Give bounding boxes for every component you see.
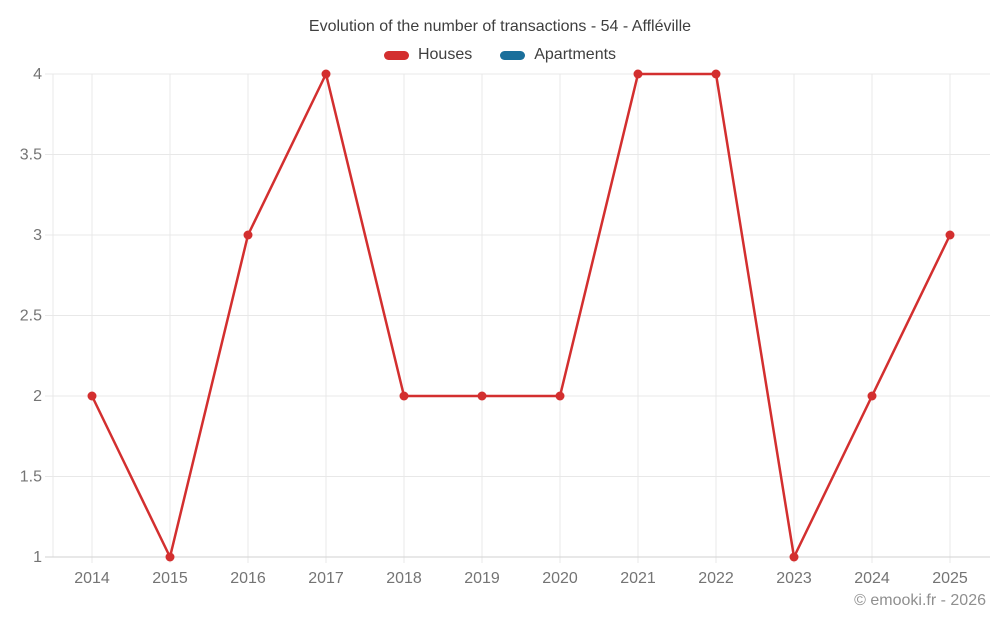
legend-label-houses: Houses: [417, 46, 473, 63]
houses-point-2024[interactable]: [867, 391, 877, 401]
x-tick-label: 2014: [74, 570, 110, 587]
houses-point-2021[interactable]: [633, 69, 643, 79]
y-tick-label: 3.5: [20, 147, 42, 164]
x-tick-label: 2021: [620, 570, 656, 587]
x-tick-label: 2024: [854, 570, 890, 587]
legend-label-apartments: Apartments: [534, 46, 617, 63]
houses-point-2015[interactable]: [165, 552, 175, 562]
houses-point-2020[interactable]: [555, 391, 565, 401]
y-tick-label: 2.5: [20, 308, 42, 325]
y-tick-label: 2: [33, 388, 42, 405]
houses-point-2016[interactable]: [243, 230, 253, 240]
y-tick-label: 1.5: [20, 469, 42, 486]
x-tick-label: 2019: [464, 570, 500, 587]
x-tick-label: 2016: [230, 570, 266, 587]
x-tick-label: 2025: [932, 570, 968, 587]
x-tick-label: 2018: [386, 570, 422, 587]
legend-item-houses[interactable]: Houses: [383, 46, 473, 64]
y-tick-label: 4: [33, 66, 42, 83]
houses-point-2023[interactable]: [789, 552, 799, 562]
houses-point-2025[interactable]: [945, 230, 955, 240]
houses-point-2017[interactable]: [321, 69, 331, 79]
houses-point-2014[interactable]: [87, 391, 97, 401]
houses-point-2019[interactable]: [477, 391, 487, 401]
houses-line: [90, 72, 952, 559]
houses-point-2018[interactable]: [399, 391, 409, 401]
y-tick-label: 1: [33, 549, 42, 566]
x-tick-label: 2015: [152, 570, 188, 587]
houses-series-swatch-icon: [383, 50, 409, 60]
x-tick-label: 2020: [542, 570, 578, 587]
houses-point-2022[interactable]: [711, 69, 721, 79]
x-tick-label: 2017: [308, 570, 344, 587]
legend: Houses Apartments: [0, 46, 1000, 64]
watermark: © emooki.fr - 2026: [854, 592, 986, 609]
chart-title: Evolution of the number of transactions …: [308, 18, 692, 35]
apartments-series-swatch-icon: [500, 50, 526, 60]
x-tick-label: 2022: [698, 570, 734, 587]
x-tick-label: 2023: [776, 570, 812, 587]
y-tick-label: 3: [33, 227, 42, 244]
legend-item-apartments[interactable]: Apartments: [500, 46, 616, 64]
